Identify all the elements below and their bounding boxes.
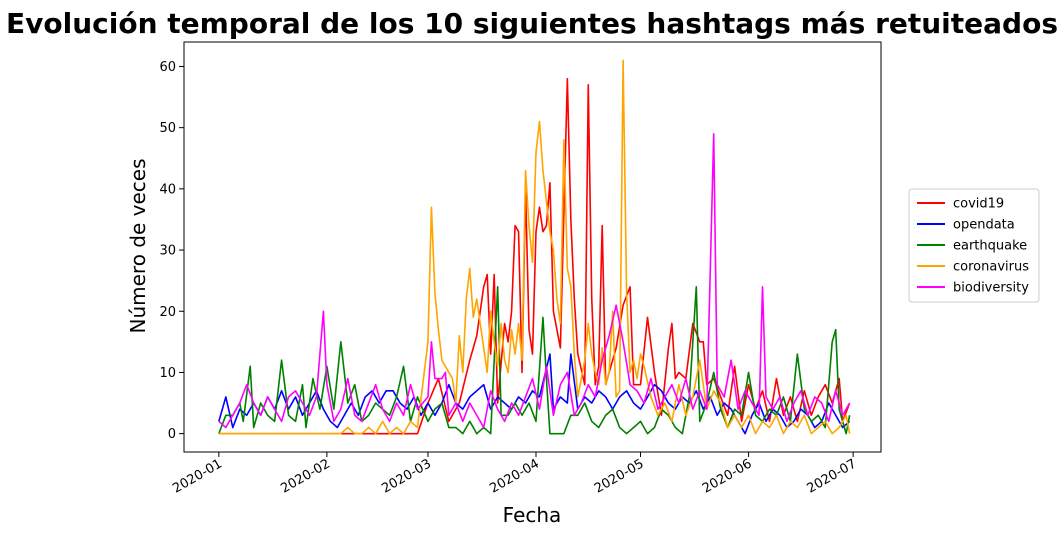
y-tick-label: 50: [159, 121, 176, 136]
legend-label-coronavirus: coronavirus: [953, 260, 1029, 275]
chart-title: Evolución temporal de los 10 siguientes …: [6, 7, 1058, 40]
x-tick-label: 2020-06: [700, 456, 755, 496]
y-tick-label: 20: [159, 305, 176, 320]
series-line-biodiversity: [218, 132, 851, 429]
x-tick-label: 2020-01: [170, 456, 225, 496]
legend: covid19 opendata earthquake coronavirus biod…: [908, 188, 1040, 303]
legend-label-earthquake: earthquake: [953, 239, 1027, 254]
series-line-earthquake: [218, 285, 851, 435]
series-line-opendata: [218, 353, 851, 435]
y-tick-label: 30: [159, 244, 176, 259]
legend-label-covid19: covid19: [953, 197, 1004, 212]
x-tick-label: 2020-03: [379, 456, 434, 496]
plot-frame: [183, 41, 882, 453]
legend-label-opendata: opendata: [953, 218, 1015, 233]
x-tick-label: 2020-02: [278, 456, 333, 496]
series-line-coronavirus: [218, 59, 851, 435]
y-axis-label: Número de veces: [126, 158, 150, 333]
series-group: [218, 59, 851, 435]
x-tick-label: 2020-07: [805, 456, 860, 496]
x-tick-label: 2020-05: [592, 456, 647, 496]
y-tick-label: 40: [159, 182, 176, 197]
x-axis-label: Fecha: [503, 503, 562, 527]
legend-box: [908, 188, 1040, 303]
legend-label-biodiversity: biodiversity: [953, 281, 1029, 296]
x-tick-label: 2020-04: [487, 456, 542, 496]
y-tick-label: 10: [159, 366, 176, 381]
y-tick-label: 60: [159, 60, 176, 75]
x-axis: 2020-01 2020-02 2020-03 2020-04 2020-05 2020-…: [170, 452, 859, 497]
y-axis: 0 10 20 30 40 50 60: [159, 60, 184, 442]
y-tick-label: 0: [168, 427, 176, 442]
